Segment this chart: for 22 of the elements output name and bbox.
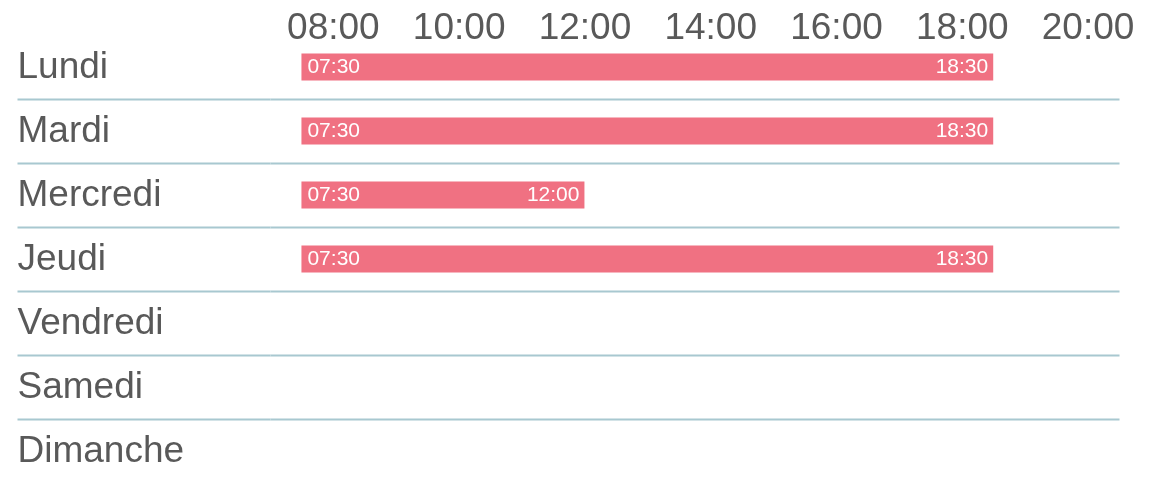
x-tick-label: 10:00 — [412, 5, 506, 47]
annotation: 07:30 — [307, 182, 361, 205]
x-tick-label: 08:00 — [287, 5, 380, 47]
x-tick-label: 14:00 — [664, 5, 758, 47]
annotation: 12:00 — [526, 182, 580, 205]
y-tick-label: Dimanche — [17, 429, 185, 470]
x-tick-label: 20:00 — [1041, 5, 1135, 47]
x-tick-label: 16:00 — [790, 5, 883, 47]
annotation: 07:30 — [307, 54, 361, 77]
y-tick-label: Jeudi — [17, 237, 106, 278]
annotation: 07:30 — [307, 246, 361, 269]
x-tick-label: 18:00 — [915, 5, 1009, 47]
y-tick-label: Lundi — [17, 45, 109, 86]
annotation: 07:30 — [307, 118, 361, 141]
y-tick-label: Vendredi — [17, 301, 164, 342]
annotation: 18:30 — [935, 54, 989, 77]
y-tick-label: Mardi — [17, 109, 111, 150]
annotation: 18:30 — [935, 118, 989, 141]
annotation: 18:30 — [935, 246, 989, 269]
x-tick-label: 12:00 — [538, 5, 632, 47]
y-tick-label: Mercredi — [17, 173, 162, 214]
y-tick-label: Samedi — [17, 365, 143, 406]
